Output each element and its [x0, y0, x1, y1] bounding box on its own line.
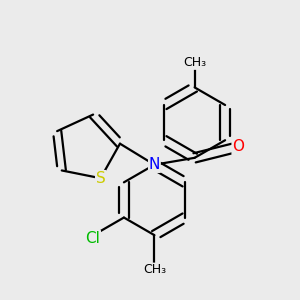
Text: O: O: [232, 139, 244, 154]
Text: CH₃: CH₃: [143, 263, 166, 276]
Text: CH₃: CH₃: [183, 56, 206, 69]
Text: Cl: Cl: [85, 231, 100, 246]
Text: S: S: [96, 171, 106, 186]
Text: N: N: [149, 157, 160, 172]
